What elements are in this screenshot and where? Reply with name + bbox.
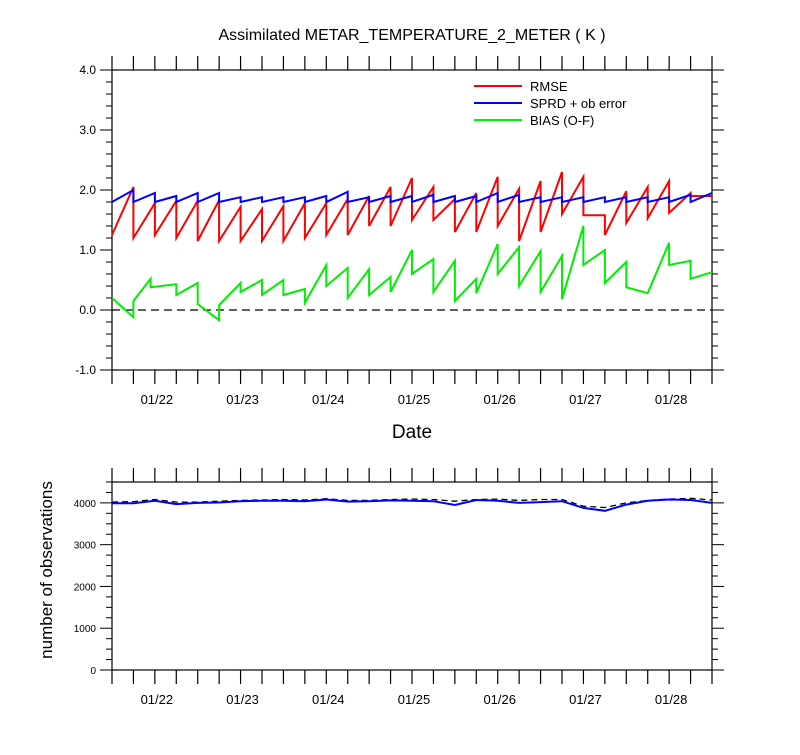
legend-label-bias: BIAS (O-F) [530, 113, 594, 128]
bottom-x-tick-label: 01/27 [569, 692, 602, 707]
bias-series-line [111, 225, 713, 323]
bottom-x-tick-label: 01/28 [655, 692, 688, 707]
legend: RMSE SPRD + ob error BIAS (O-F) [474, 79, 627, 128]
top-y-tick-label: 2.0 [79, 183, 96, 197]
top-y-tick-label: 4.0 [79, 63, 96, 77]
top-y-tick-label: 3.0 [79, 123, 96, 137]
y-axis-label-observations: number of observations [37, 481, 56, 659]
top-y-tick-label: 0.0 [79, 303, 96, 317]
top-x-tick-label: 01/22 [141, 392, 174, 407]
top-x-tick-label: 01/28 [655, 392, 688, 407]
top-x-tick-label: 01/26 [483, 392, 516, 407]
bottom-x-tick-label: 01/24 [312, 692, 345, 707]
bottom-plot-panel: 01/22 01/23 01/24 01/25 01/26 01/27 01/28 0 1000… [37, 468, 724, 707]
bottom-y-tick-label: 0 [90, 666, 96, 677]
bottom-x-tick-label: 01/25 [398, 692, 431, 707]
bottom-x-tick-label: 01/23 [226, 692, 259, 707]
bottom-y-tick-label: 1000 [74, 624, 97, 635]
x-axis-label: Date [392, 422, 432, 443]
top-y-tick-label: -1.0 [75, 363, 96, 377]
legend-label-sprd: SPRD + ob error [530, 96, 627, 111]
bottom-y-tick-label: 2000 [74, 582, 97, 593]
bottom-plot-frame [111, 481, 713, 671]
top-y-tick-label: 1.0 [79, 243, 96, 257]
obs-possible-series-line [111, 497, 713, 509]
top-x-tick-label: 01/25 [398, 392, 431, 407]
bottom-y-tick-label: 3000 [74, 541, 97, 552]
bottom-x-tick-label: 01/26 [483, 692, 516, 707]
chart-title: Assimilated METAR_TEMPERATURE_2_METER ( … [218, 27, 605, 44]
legend-label-rmse: RMSE [530, 79, 568, 94]
top-plot-panel: 01/22 01/23 01/24 01/25 01/26 01/27 01/28 -1.0 0… [75, 56, 724, 443]
top-x-tick-label: 01/23 [226, 392, 259, 407]
sprd-series-line [111, 188, 713, 204]
bottom-y-tick-label: 4000 [74, 499, 97, 510]
bottom-x-tick-label: 01/22 [141, 692, 174, 707]
obs-used-series-line [112, 498, 713, 512]
rmse-series-line [111, 171, 712, 245]
top-x-tick-label: 01/27 [569, 392, 602, 407]
top-x-tick-label: 01/24 [312, 392, 345, 407]
